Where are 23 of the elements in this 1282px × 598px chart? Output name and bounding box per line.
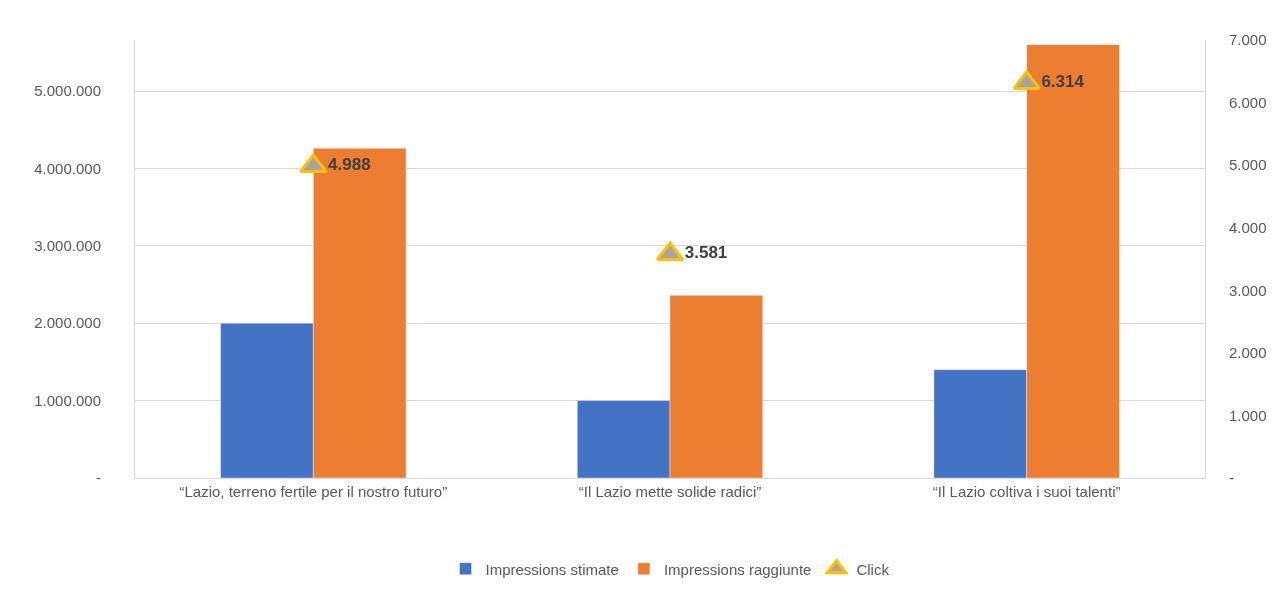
x-tick-label: “Il Lazio coltiva i suoi talenti” [932, 483, 1121, 500]
y-tick-label: 4.000.000 [34, 159, 101, 177]
data-label: 4.988 [328, 155, 371, 175]
y2-tick-label: 5.000 [1229, 156, 1267, 174]
x-tick-label: “Il Lazio mette solide radici” [578, 483, 762, 500]
legend-label: Click [856, 560, 890, 578]
y2-tick-label: 2.000 [1229, 344, 1267, 362]
y2-tick-label: 4.000 [1229, 218, 1267, 236]
legend-label: Impressions stimate [485, 560, 619, 578]
y2-tick-label: 7.000 [1229, 31, 1267, 49]
data-label: 3.581 [684, 243, 728, 263]
y2-tick-label: - [1229, 469, 1234, 487]
y2-tick-label: 1.000 [1229, 406, 1267, 424]
data-label: 6.314 [1041, 72, 1085, 92]
y-tick-label: - [96, 469, 101, 487]
y-tick-label: 5.000.000 [34, 82, 101, 100]
y2-tick-label: 6.000 [1229, 93, 1267, 111]
y-tick-label: 2.000.000 [34, 314, 101, 332]
legend-label: Impressions raggiunte [663, 560, 812, 578]
y-tick-label: 1.000.000 [34, 391, 101, 409]
x-tick-label: “Lazio, terreno fertile per il nostro futuro” [179, 483, 448, 500]
y-tick-label: 3.000.000 [34, 237, 101, 255]
y2-tick-label: 3.000 [1229, 281, 1267, 299]
